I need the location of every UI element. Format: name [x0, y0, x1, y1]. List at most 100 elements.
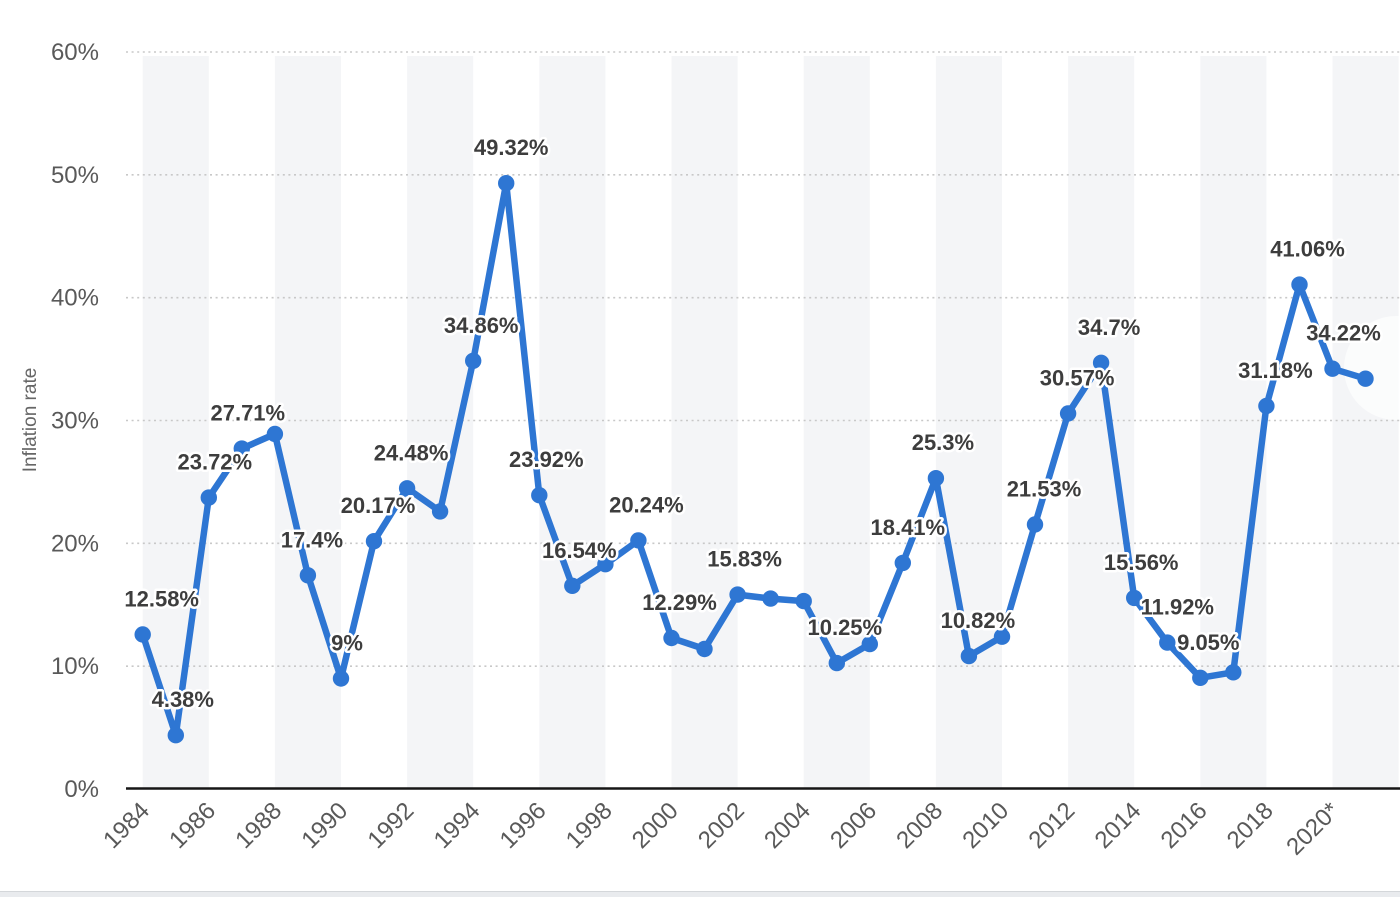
plot-band-1984	[142, 56, 209, 788]
data-point-2003[interactable]	[762, 590, 779, 607]
data-label-1987: 27.71%	[210, 401, 285, 426]
x-tick-label-1988: 1988	[230, 797, 287, 854]
data-point-2008[interactable]	[927, 470, 945, 487]
x-tick-label-1992: 1992	[362, 797, 419, 854]
data-point-1987[interactable]	[233, 440, 250, 457]
data-point-2005[interactable]	[828, 654, 845, 672]
x-tick-label-2016: 2016	[1156, 797, 1213, 854]
x-tick-label-2014: 2014	[1090, 797, 1147, 854]
x-tick-label-2012: 2012	[1023, 797, 1080, 854]
data-label-2020: 34.22%	[1306, 321, 1381, 346]
plot-band-1996	[539, 56, 606, 788]
data-point-2001[interactable]	[696, 640, 713, 658]
data-point-1986[interactable]	[200, 489, 217, 506]
x-tick-label-2002: 2002	[693, 797, 750, 854]
data-point-1997[interactable]	[564, 577, 581, 594]
data-point-1995[interactable]	[498, 175, 515, 192]
x-tick-label-2006: 2006	[825, 797, 882, 854]
data-point-1999[interactable]	[630, 532, 647, 549]
data-point-2009[interactable]	[960, 647, 978, 665]
plot-band-2008	[935, 56, 1002, 788]
x-tick-label-2018: 2018	[1222, 797, 1279, 854]
data-point-2000[interactable]	[663, 629, 680, 647]
data-point-1992[interactable]	[398, 480, 416, 497]
data-point-2016[interactable]	[1192, 669, 1209, 686]
y-tick-label-20: 20%	[51, 530, 99, 557]
data-label-2009: 10.82%	[941, 608, 1016, 633]
x-tick-label-1986: 1986	[164, 797, 221, 854]
series-line-inflation-rate	[139, 179, 1369, 739]
data-point-1996[interactable]	[531, 487, 548, 504]
plot-band-1988	[274, 56, 341, 788]
y-tick-label-50: 50%	[51, 162, 99, 189]
data-label-1991: 20.17%	[341, 493, 416, 518]
data-label-1994: 34.86%	[444, 313, 519, 338]
x-tick-label-2000: 2000	[627, 797, 684, 854]
data-point-1989[interactable]	[299, 567, 317, 584]
data-label-2018: 31.18%	[1238, 358, 1313, 383]
x-tick-label-1994: 1994	[429, 797, 486, 854]
x-tick-label-2010: 2010	[957, 797, 1014, 854]
data-label-2013: 34.7%	[1078, 315, 1140, 340]
data-point-2019[interactable]	[1291, 276, 1308, 293]
data-label-2019: 41.06%	[1270, 237, 1345, 262]
data-point-2012[interactable]	[1059, 405, 1077, 422]
data-point-2017[interactable]	[1225, 664, 1242, 681]
data-point-1998[interactable]	[597, 556, 614, 573]
plot-band-2020	[1332, 56, 1399, 788]
data-point-2014[interactable]	[1126, 589, 1143, 607]
data-label-1996: 23.92%	[509, 447, 584, 472]
data-point-1988[interactable]	[266, 425, 284, 443]
y-tick-label-10: 10%	[51, 653, 99, 680]
data-label-2000: 12.29%	[642, 590, 717, 615]
data-point-2018[interactable]	[1258, 397, 1275, 415]
data-point-2015[interactable]	[1159, 634, 1176, 651]
data-point-2011[interactable]	[1026, 516, 1044, 533]
x-tick-label-2020: 2020*	[1281, 797, 1344, 860]
data-label-1985: 4.38%	[152, 687, 214, 712]
x-tick-label-1998: 1998	[561, 797, 618, 854]
plot-band-2004	[803, 56, 870, 788]
data-label-2008: 25.3%	[912, 430, 974, 455]
data-point-1990[interactable]	[332, 670, 350, 687]
y-tick-label-40: 40%	[51, 285, 99, 312]
plot-band-2012	[1068, 56, 1135, 788]
data-point-2002[interactable]	[729, 586, 746, 603]
data-label-2012: 30.57%	[1040, 366, 1115, 391]
x-tick-label-1984: 1984	[98, 797, 155, 854]
data-label-1997: 16.54%	[542, 538, 617, 563]
data-point-2013[interactable]	[1092, 354, 1110, 371]
data-label-1986: 23.72%	[177, 450, 252, 475]
data-point-2010[interactable]	[993, 628, 1011, 645]
data-label-1992: 24.48%	[374, 440, 449, 465]
data-label-2015: 11.92%	[1141, 595, 1214, 620]
data-point-2021[interactable]	[1357, 370, 1374, 387]
y-tick-label-0: 0%	[64, 776, 99, 803]
x-tick-label-1990: 1990	[296, 797, 353, 854]
data-point-1985[interactable]	[167, 727, 184, 744]
data-label-2014: 15.56%	[1104, 550, 1179, 575]
data-point-2006[interactable]	[861, 635, 878, 653]
watermark-glow	[1344, 316, 1400, 420]
x-tick-label-1996: 1996	[495, 797, 552, 854]
y-tick-label-30: 30%	[51, 408, 99, 435]
data-label-1990: 9%	[331, 631, 363, 656]
data-label-1989: 17.4%	[281, 527, 343, 552]
data-point-2007[interactable]	[894, 554, 911, 572]
data-label-1999: 20.24%	[609, 492, 684, 517]
footer-bar	[0, 891, 1400, 897]
data-point-1993[interactable]	[431, 503, 449, 520]
plot-band-2000	[671, 56, 738, 788]
data-point-1984[interactable]	[134, 626, 151, 643]
data-label-2011: 21.53%	[1007, 477, 1082, 502]
y-axis-title: Inflation rate	[20, 368, 41, 473]
data-label-2002: 15.83%	[707, 547, 782, 572]
data-label-2005: 10.25%	[807, 615, 882, 640]
data-point-1994[interactable]	[465, 352, 482, 369]
data-point-2020[interactable]	[1324, 360, 1341, 377]
data-point-1991[interactable]	[365, 533, 383, 550]
y-tick-label-60: 60%	[51, 39, 99, 66]
data-point-2004[interactable]	[795, 592, 812, 610]
